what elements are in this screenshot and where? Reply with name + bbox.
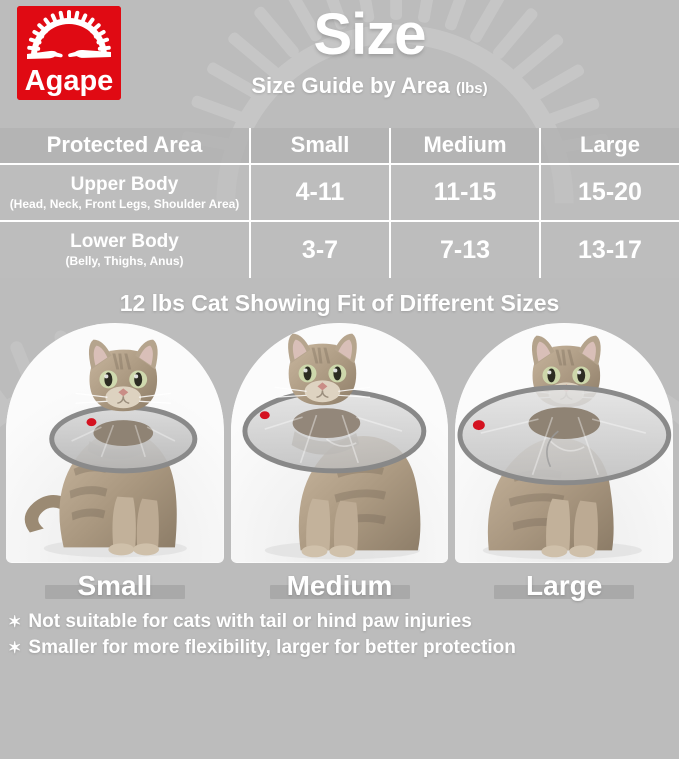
size-label-medium: Medium — [231, 567, 449, 605]
label-bar — [44, 585, 185, 599]
fit-panels: Small — [0, 323, 679, 605]
size-guide-table: Protected Area Small Medium Large Upper … — [0, 128, 679, 278]
svg-text:Agape: Agape — [25, 65, 114, 97]
note-text: Smaller for more flexibility, larger for… — [28, 637, 516, 658]
size-label-text: Large — [526, 570, 603, 601]
asterisk-icon: ✶ — [8, 614, 22, 631]
label-bar — [494, 585, 635, 599]
area-name: Lower Body — [70, 231, 179, 253]
cell-lower-large: 13-17 — [539, 220, 679, 278]
table-header-row: Protected Area Small Medium Large — [0, 128, 679, 165]
table-row: Upper Body (Head, Neck, Front Legs, Shou… — [0, 163, 679, 222]
asterisk-icon: ✶ — [8, 640, 22, 657]
col-header-protected-area: Protected Area — [0, 128, 251, 165]
subtitle-text: Size Guide by Area — [251, 73, 450, 98]
brand-logo: Agape — [17, 6, 121, 100]
cell-upper-large: 15-20 — [539, 163, 679, 222]
col-header-large: Large — [539, 128, 679, 165]
table-row: Lower Body (Belly, Thighs, Anus) 3-7 7-1… — [0, 220, 679, 278]
cat-wearing-small-cone-illustration — [6, 323, 224, 563]
cell-lower-small: 3-7 — [249, 220, 391, 278]
header: Agape Size Size Guide by Area (lbs) — [0, 0, 679, 128]
cell-area-lower-body: Lower Body (Belly, Thighs, Anus) — [0, 220, 251, 278]
label-bar — [269, 585, 410, 599]
area-name: Upper Body — [70, 173, 179, 195]
fit-panel-large: Large — [455, 323, 674, 605]
area-detail: (Belly, Thighs, Anus) — [65, 254, 184, 269]
size-label-text: Medium — [286, 570, 393, 601]
title-block: Size Size Guide by Area (lbs) — [0, 0, 679, 99]
fit-section-title: 12 lbs Cat Showing Fit of Different Size… — [119, 290, 560, 316]
note-text: Not suitable for cats with tail or hind … — [28, 611, 472, 632]
subtitle-unit: (lbs) — [455, 80, 488, 97]
fit-panel-medium: Medium — [230, 323, 449, 605]
note-item: ✶ Not suitable for cats with tail or hin… — [8, 611, 679, 633]
col-header-medium: Medium — [389, 128, 541, 165]
cat-photo-large — [455, 323, 674, 563]
note-item: ✶ Smaller for more flexibility, larger f… — [8, 637, 679, 659]
area-detail: (Head, Neck, Front Legs, Shoulder Area) — [9, 196, 240, 211]
cat-wearing-medium-cone-illustration — [230, 323, 449, 563]
size-label-text: Small — [77, 570, 153, 601]
cat-wearing-large-cone-illustration — [455, 323, 674, 563]
footer-notes: ✶ Not suitable for cats with tail or hin… — [0, 605, 679, 659]
size-label-small: Small — [6, 567, 224, 605]
col-header-small: Small — [249, 128, 391, 165]
cat-photo-small — [6, 323, 224, 563]
page-subtitle: Size Guide by Area (lbs) — [60, 73, 679, 99]
cell-lower-medium: 7-13 — [389, 220, 541, 278]
cell-area-upper-body: Upper Body (Head, Neck, Front Legs, Shou… — [0, 163, 251, 222]
agape-logo-icon: Agape — [17, 6, 121, 100]
cat-photo-medium — [230, 323, 449, 563]
size-label-large: Large — [455, 567, 673, 605]
fit-panel-small: Small — [6, 323, 224, 605]
cell-upper-small: 4-11 — [249, 163, 391, 222]
page-title: Size — [313, 2, 426, 67]
fit-comparison-section: 12 lbs Cat Showing Fit of Different Size… — [0, 290, 679, 605]
cell-upper-medium: 11-15 — [389, 163, 541, 222]
